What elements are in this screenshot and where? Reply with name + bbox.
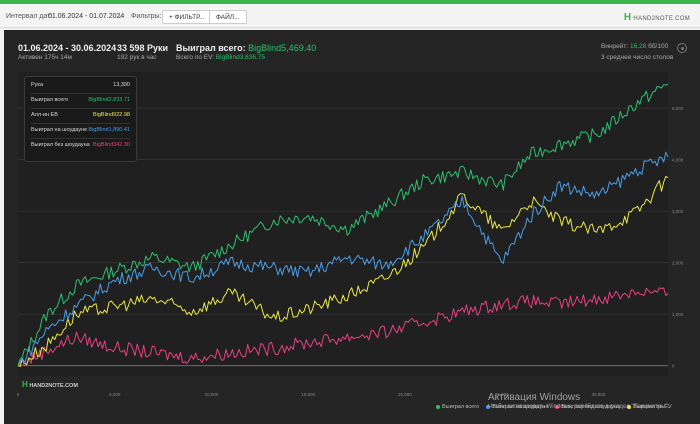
activation-subtitle: Чтобы активировать Windows, перейдите в … [488, 404, 670, 410]
y-tick-label: 5,000 [672, 106, 684, 111]
hand-tooltip: Рука 13,300 Выиграл всего BigBlind2,833.71… [24, 76, 137, 162]
y-tick-label: 1,000 [672, 312, 684, 317]
legend-label: Выиграл на шоудауне [492, 404, 549, 410]
legend-dot-icon [555, 404, 560, 409]
activation-title: Активация Windows [488, 392, 581, 403]
active-time: Активен 175ч 14м [18, 54, 72, 61]
series-line-3 [17, 175, 669, 367]
tooltip-ev-label: Алл-ин EВ [31, 112, 58, 118]
legend-item-1[interactable]: Выиграл на шоудауне [486, 404, 548, 410]
x-tick-label: 30,000 [592, 392, 606, 397]
total-won-value: BigBlind5,469.40 [248, 43, 317, 53]
y-tick-label: 3,000 [672, 209, 684, 214]
chart-legend: Выиграл всего Выиграл на шоудауне Выиграл … [436, 404, 679, 410]
y-tick-label: 0 [672, 364, 675, 369]
date-range-selector[interactable]: 01.06.2024 - 01.07.2024 [48, 13, 125, 20]
x-tick-label: 10,000 [205, 392, 219, 397]
tooltip-nsd-value: BigBlind342.30 [92, 142, 130, 148]
total-won: Выиграл всего: BigBlind5,469.40 [176, 43, 317, 53]
x-tick-label: 5,000 [109, 392, 121, 397]
legend-dot-icon [627, 404, 632, 409]
legend-dot-icon [436, 404, 440, 409]
filter-bar: Интервал дат: 01.06.2024 - 01.07.2024 ⌄ … [0, 4, 700, 28]
tooltip-won-label: Выиграл всего [31, 97, 69, 103]
legend-label: Выиграл всего [442, 404, 480, 410]
chevron-down-icon[interactable]: ⌄ [117, 13, 123, 20]
gear-icon[interactable] [677, 43, 687, 53]
tooltip-ev-value: BigBlind922.98 [92, 112, 130, 118]
period-date-range: 01.06.2024 - 30.06.2024 [18, 43, 117, 53]
legend-item-2[interactable]: Выиграл без шоудауна [555, 404, 620, 410]
winrate: Винрейт: 16.28 бб/100 [601, 43, 669, 50]
graph-panel: 0 1,000 2,000 3,000 4,000 5,000 0 5,000 10,000 15… [4, 30, 700, 424]
series-line-2 [17, 287, 669, 367]
legend-dot-icon [486, 404, 491, 409]
legend-item-3[interactable]: Выиграл по EV [627, 404, 672, 410]
hands-count: 33 598 Руки [117, 43, 169, 53]
legend-label: Выиграл по EV [633, 404, 672, 410]
y-tick-label: 2,000 [672, 261, 684, 266]
x-tick-label: 15,000 [301, 392, 315, 397]
tooltip-nsd-label: Выиграл без шоудауна [31, 142, 90, 148]
hand2note-logo: H HAND2NOTE.COM [623, 12, 690, 23]
series-line-1 [17, 151, 669, 366]
total-ev: Всего по EV: BigBlind3,636.75 [176, 54, 265, 61]
tooltip-sd-value: BigBlind1,890.41 [88, 127, 130, 133]
x-tick-label: 20,000 [398, 392, 412, 397]
winrate-value: 16.28 [630, 43, 647, 50]
legend-label: Выиграл без шоудауна [561, 404, 621, 410]
tooltip-sd-label: Выиграл на шоудауне [31, 127, 88, 133]
x-tick-label: 25,000 [495, 392, 509, 397]
hands-per-hour: 192 рук в час [117, 54, 157, 61]
filter-button[interactable]: + ФИЛЬТР... [162, 10, 212, 24]
tooltip-won-value: BigBlind2,833.71 [88, 97, 130, 103]
filters-label: Фильтры: [131, 13, 162, 20]
tooltip-hand-label: Рука [31, 82, 44, 88]
windows-activation-watermark: Активация Windows Чтобы активировать Win… [488, 392, 698, 410]
total-ev-value: BigBlind3,636.75 [215, 54, 265, 61]
series-line-0 [17, 83, 669, 366]
plus-icon: + [169, 14, 175, 21]
y-tick-label: 4,000 [672, 158, 684, 163]
legend-item-0[interactable]: Выиграл всего [436, 404, 479, 410]
date-range-label: Интервал дат: [6, 13, 53, 20]
file-button[interactable]: ФАЙЛ... [209, 10, 247, 24]
chart-watermark-logo: H HAND2NOTE.COM [22, 380, 78, 389]
tooltip-hand-value: 13,300 [113, 82, 130, 88]
top-accent-bar [0, 0, 700, 4]
avg-tables: 3 среднее число столов [601, 54, 674, 61]
x-tick-label: 0 [17, 392, 20, 397]
